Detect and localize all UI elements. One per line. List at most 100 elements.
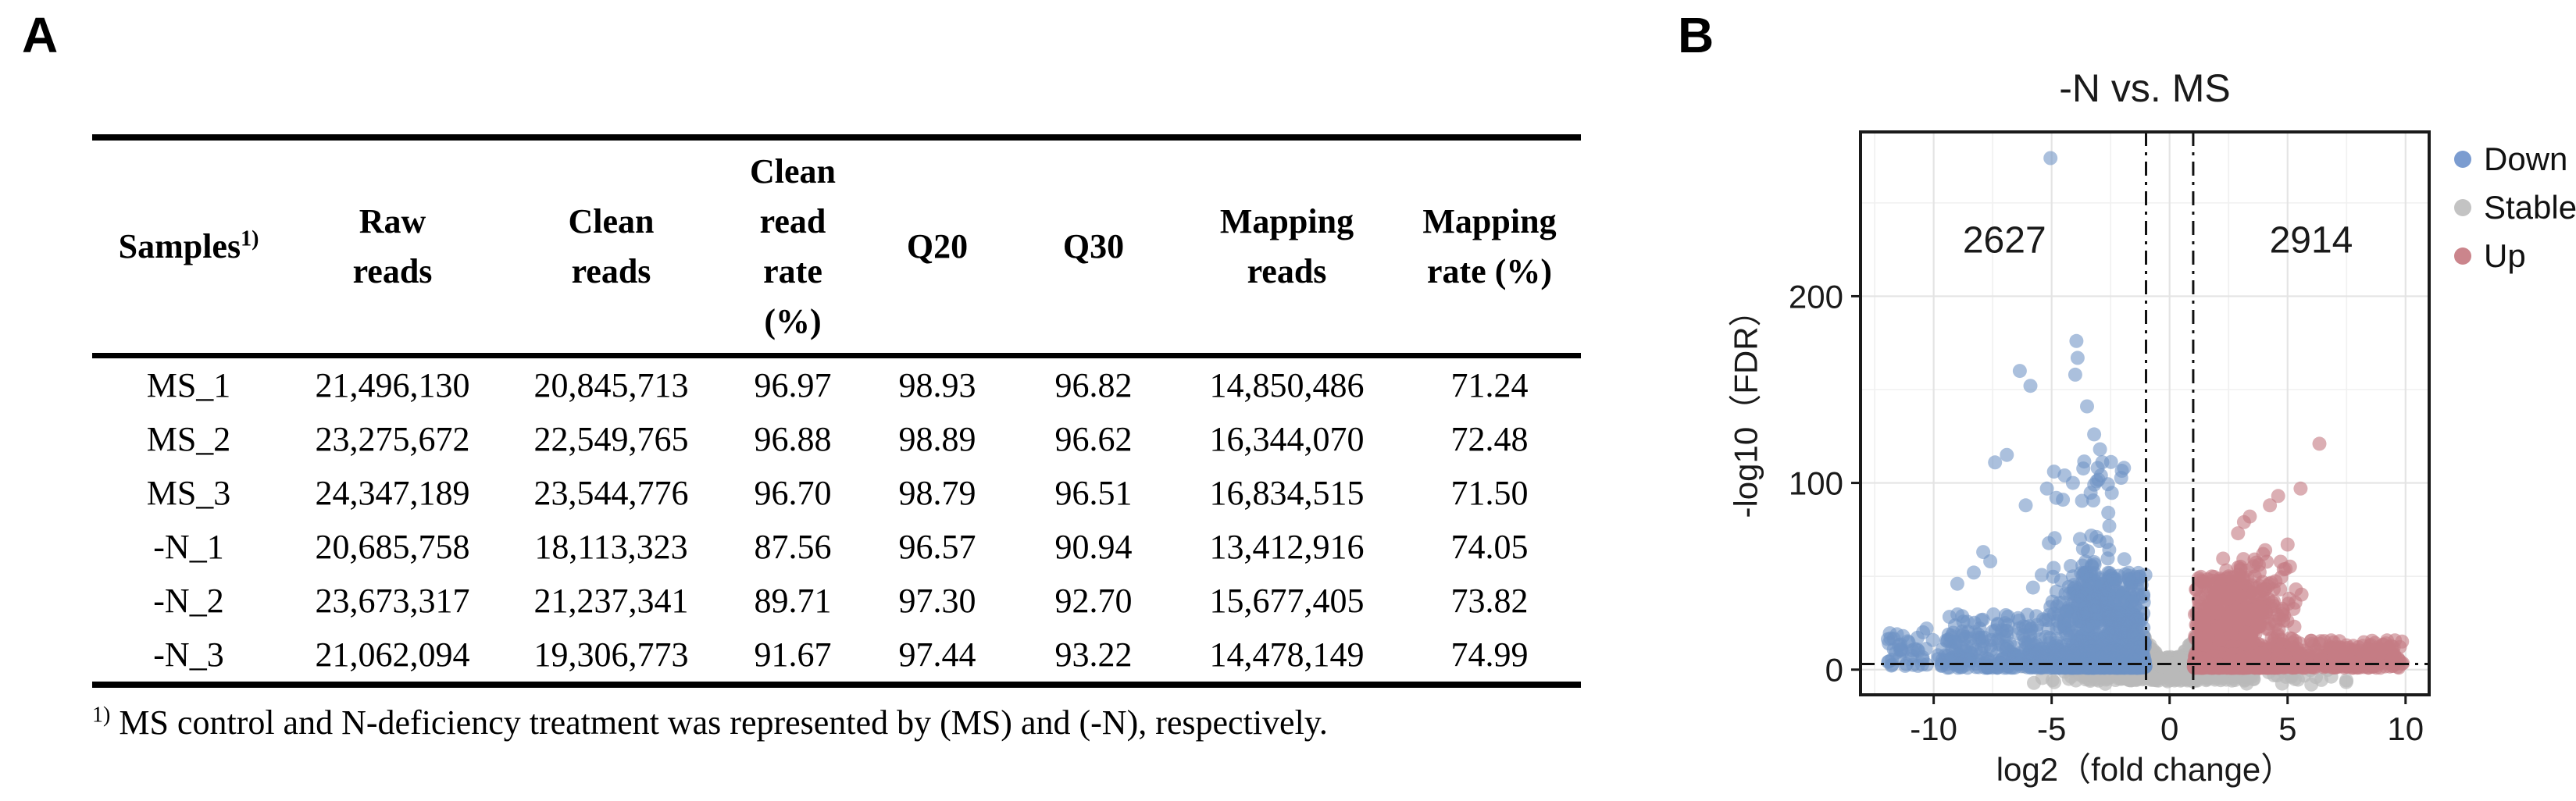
table-cell: 21,496,130	[315, 366, 470, 404]
table-cell: 14,850,486	[1209, 366, 1365, 404]
table-cell: MS_1	[146, 366, 231, 404]
table-cell: 20,685,758	[315, 528, 470, 566]
legend-label: Stable	[2484, 189, 2576, 226]
table-row: MS_3 24,347,189 23,544,776 96.70 98.79 96.51 1…	[92, 466, 1581, 520]
table-cell: 96.82	[1054, 366, 1133, 404]
col-header-text: Clean reads	[568, 202, 655, 290]
table-cell: 96.97	[754, 366, 832, 404]
plot-frame	[1859, 130, 2431, 696]
svg-text:100: 100	[1789, 465, 1843, 502]
col-header-text: Q30	[1062, 227, 1125, 265]
table-cell: 19,306,773	[533, 635, 689, 674]
table-cell: -N_1	[153, 528, 224, 566]
table-cell: 22,549,765	[533, 420, 689, 458]
table-cell: 96.70	[754, 474, 832, 512]
col-header-text: Mapping reads	[1219, 202, 1354, 290]
y-tick-labels: 0 100 200	[1789, 278, 1843, 688]
chart-title: -N vs. MS	[2059, 66, 2231, 110]
table-cell: 16,834,515	[1209, 474, 1365, 512]
table-cell: 21,062,094	[315, 635, 470, 674]
col-header-text: Clean read rate (%)	[750, 152, 836, 340]
svg-text:0: 0	[2160, 710, 2178, 747]
col-header-text: Q20	[906, 227, 969, 265]
table-cell: MS_2	[146, 420, 231, 458]
table-cell: 24,347,189	[315, 474, 470, 512]
x-tick-labels: -10 -5 0 5 10	[1910, 710, 2424, 747]
table-cell: 97.30	[898, 582, 976, 620]
legend-item-down: Down	[2454, 141, 2576, 177]
svg-text:2914: 2914	[2270, 220, 2353, 262]
table-cell: 73.82	[1450, 582, 1529, 620]
threshold-lines	[1861, 132, 2429, 695]
footnote-text: MS control and N-deficiency treatment wa…	[110, 703, 1328, 742]
table-cell: 93.22	[1054, 635, 1133, 674]
svg-text:5: 5	[2278, 710, 2296, 747]
col-header-q20: Q20	[863, 137, 1011, 356]
table-cell: 98.89	[898, 420, 976, 458]
table-cell: 96.57	[898, 528, 976, 566]
panel-b-label: B	[1678, 7, 1714, 63]
table-row: MS_2 23,275,672 22,549,765 96.88 98.89 96.62 1…	[92, 412, 1581, 466]
table-cell: -N_3	[153, 635, 224, 674]
legend-label: Down	[2484, 141, 2568, 177]
count-annotations: 2627 2914	[1963, 220, 2353, 262]
legend-item-stable: Stable	[2454, 189, 2576, 226]
col-header-text: Samples	[118, 227, 241, 265]
table-cell: 15,677,405	[1209, 582, 1365, 620]
table-header-row: Samples1) Raw reads Clean reads Clean re…	[92, 137, 1581, 356]
table-row: -N_3 21,062,094 19,306,773 91.67 97.44 93.22 1…	[92, 628, 1581, 685]
table-cell: 20,845,713	[533, 366, 689, 404]
points-up	[2186, 436, 2410, 675]
panel-a-label: A	[22, 7, 59, 63]
sequencing-qc-table: Samples1) Raw reads Clean reads Clean re…	[92, 134, 1581, 688]
axis-ticks	[1851, 294, 2407, 704]
table-cell: 71.50	[1450, 474, 1529, 512]
table-cell: -N_2	[153, 582, 224, 620]
table-cell: 91.67	[754, 635, 832, 674]
legend-label: Up	[2484, 237, 2526, 274]
table-cell: 96.51	[1054, 474, 1133, 512]
svg-text:-10: -10	[1910, 710, 1957, 747]
col-header-mapping-reads: Mapping reads	[1176, 137, 1398, 356]
col-header-raw-reads: Raw reads	[285, 137, 500, 356]
table-cell: 72.48	[1450, 420, 1529, 458]
col-header-text: Raw reads	[352, 202, 433, 290]
table-cell: 92.70	[1054, 582, 1133, 620]
table-cell: 98.79	[898, 474, 976, 512]
table-cell: 97.44	[898, 635, 976, 674]
legend-dot-icon	[2454, 151, 2471, 168]
svg-text:0: 0	[1825, 652, 1843, 689]
col-header-clean-reads: Clean reads	[500, 137, 722, 356]
table-cell: 21,237,341	[533, 582, 689, 620]
table-cell: 74.99	[1450, 635, 1529, 674]
table-cell: 14,478,149	[1209, 635, 1365, 674]
footnote-marker: 1)	[241, 226, 259, 251]
table-cell: 74.05	[1450, 528, 1529, 566]
table-cell: 89.71	[754, 582, 832, 620]
col-header-q30: Q30	[1011, 137, 1176, 356]
svg-text:200: 200	[1789, 278, 1843, 315]
table-footnote: 1) MS control and N-deficiency treatment…	[92, 703, 1576, 742]
legend-dot-icon	[2454, 199, 2471, 216]
chart-legend: Down Stable Up	[2454, 141, 2576, 289]
table-cell: 96.62	[1054, 420, 1133, 458]
table-cell: 71.24	[1450, 366, 1529, 404]
legend-dot-icon	[2454, 247, 2471, 265]
table-row: -N_2 23,673,317 21,237,341 89.71 97.30 92.70 1…	[92, 574, 1581, 628]
table-cell: MS_3	[146, 474, 231, 512]
col-header-mapping-rate: Mapping rate (%)	[1398, 137, 1581, 356]
table-cell: 13,412,916	[1209, 528, 1365, 566]
svg-text:2627: 2627	[1963, 220, 2046, 262]
footnote-marker: 1)	[92, 703, 111, 728]
col-header-samples: Samples1)	[92, 137, 285, 356]
svg-text:10: 10	[2387, 710, 2424, 747]
table-cell: 98.93	[898, 366, 976, 404]
col-header-text: Mapping rate (%)	[1422, 202, 1557, 290]
table-cell: 96.88	[754, 420, 832, 458]
table-cell: 90.94	[1054, 528, 1133, 566]
svg-text:-5: -5	[2037, 710, 2066, 747]
col-header-clean-read-rate: Clean read rate (%)	[722, 137, 863, 356]
table-cell: 16,344,070	[1209, 420, 1365, 458]
